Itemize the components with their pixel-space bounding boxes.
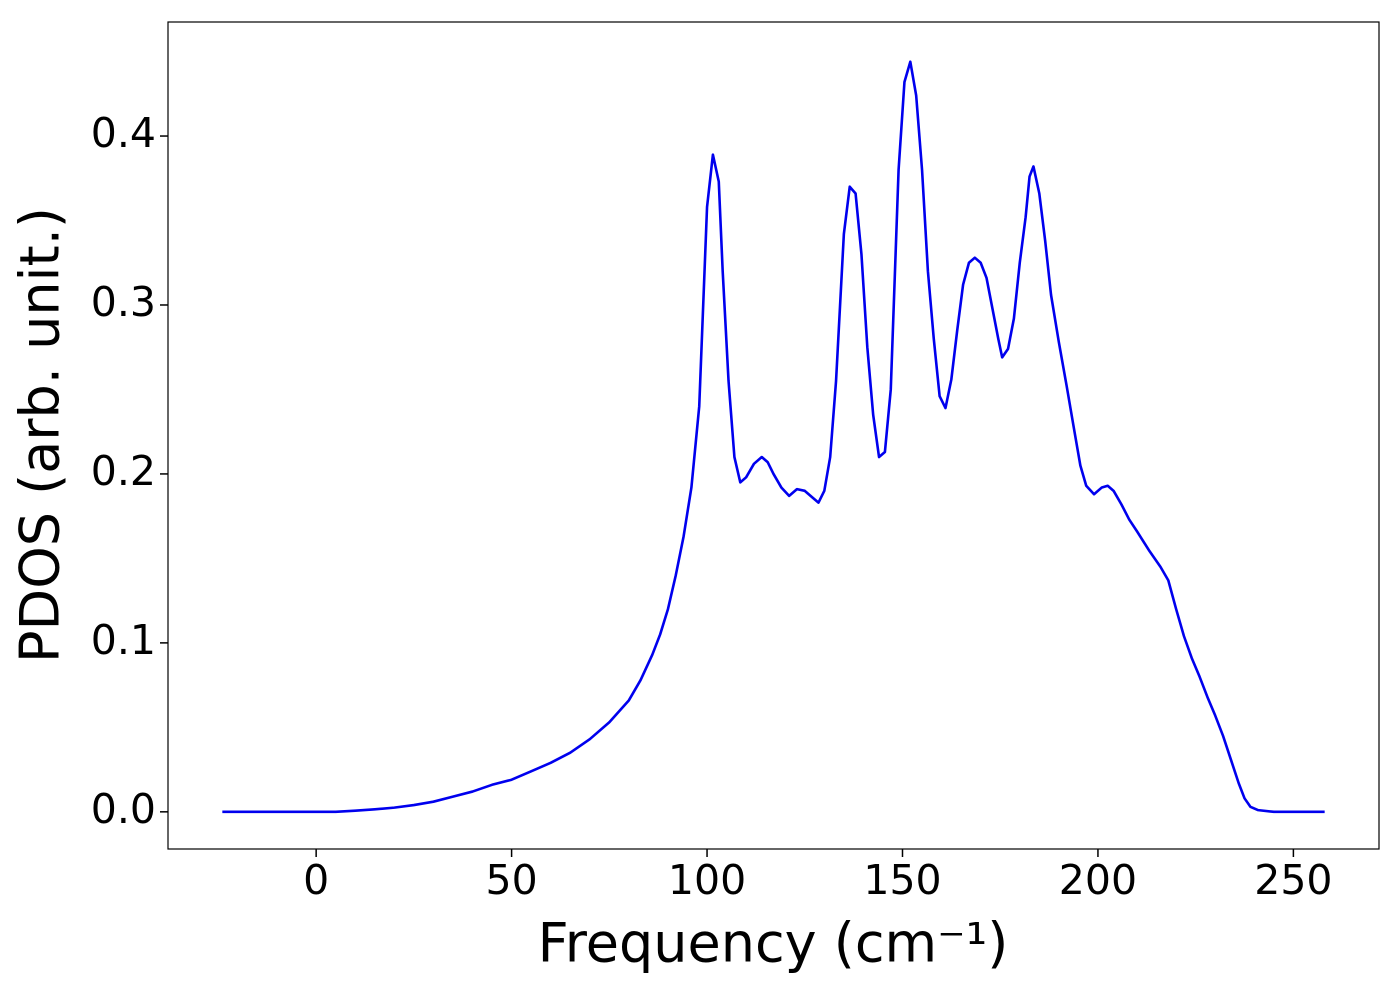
x-tick-label: 0: [303, 856, 329, 904]
x-tick-label: 200: [1059, 856, 1137, 904]
y-axis-label: PDOS (arb. unit.): [9, 207, 72, 663]
data-line: [222, 60, 1325, 814]
y-tick-label: 0.0: [91, 785, 156, 833]
x-tick-label: 250: [1254, 856, 1332, 904]
x-axis-label: Frequency (cm⁻¹): [538, 912, 1009, 975]
y-tick-label: 0.2: [91, 447, 156, 495]
x-tick-label: 100: [668, 856, 746, 904]
x-tick-label: 150: [863, 856, 941, 904]
y-tick-label: 0.3: [91, 278, 156, 326]
plot-frame: [167, 21, 1380, 850]
y-tick-label: 0.4: [91, 109, 156, 157]
x-tick-label: 50: [486, 856, 538, 904]
y-tick-label: 0.1: [91, 616, 156, 664]
